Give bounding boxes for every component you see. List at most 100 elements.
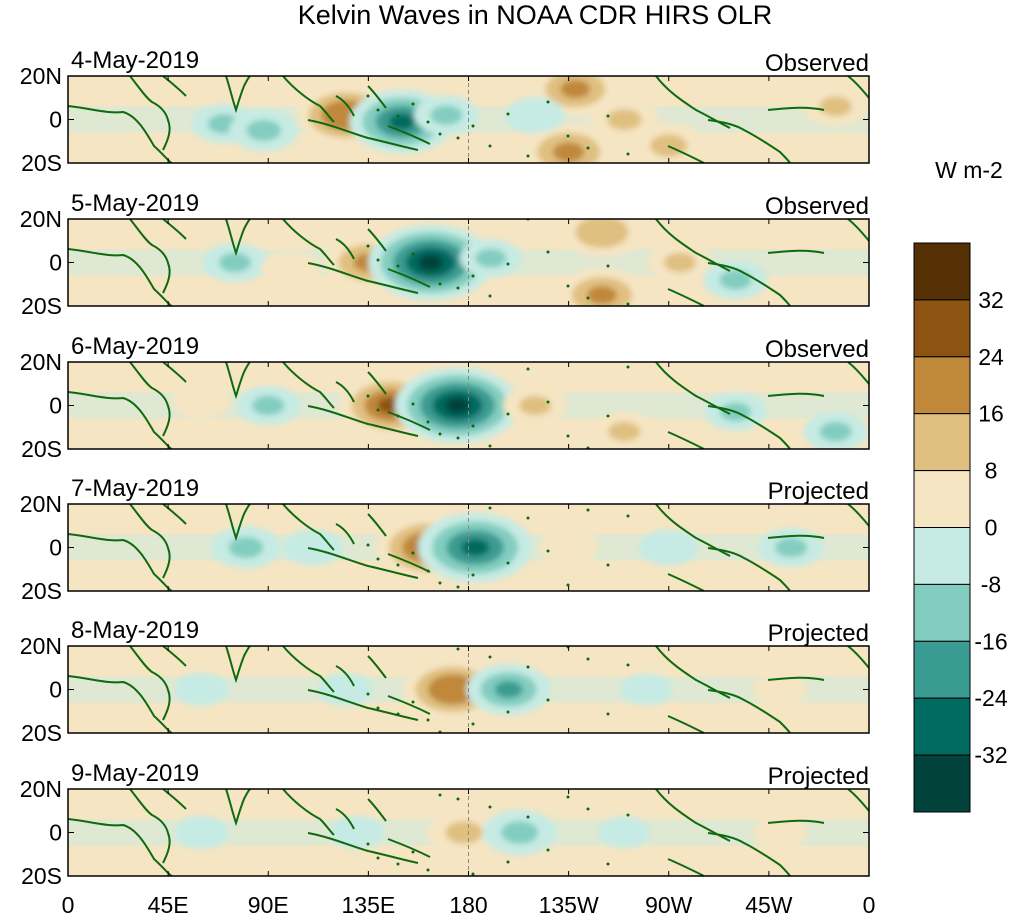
colorbar-tick-label: 24 [978, 344, 1004, 370]
colorbar-swatch [913, 356, 971, 415]
coastline-path [767, 106, 825, 111]
island-dot [366, 244, 370, 248]
coastline-path [282, 219, 335, 266]
olr-anomaly-contour [560, 79, 591, 99]
olr-anomaly-contour [430, 105, 463, 125]
island-dot [456, 436, 460, 440]
lat-label: 0 [49, 107, 62, 133]
olr-anomaly-contour [520, 106, 551, 125]
olr-anomaly-contour [218, 252, 251, 273]
coastlines [68, 504, 869, 591]
olr-field [68, 646, 869, 733]
island-dot [376, 856, 380, 860]
olr-anomaly-contour [519, 395, 552, 416]
olr-anomaly-contour [318, 673, 374, 706]
coastline-path [707, 832, 791, 876]
coastline-path [387, 268, 431, 288]
lon-label: 45E [148, 892, 189, 918]
panel-status: Observed [765, 336, 869, 363]
lon-label: 90W [645, 892, 693, 918]
olr-anomaly-contour [719, 270, 752, 290]
island-dot [546, 100, 550, 104]
island-dot [396, 114, 400, 118]
island-dot [586, 146, 590, 150]
island-dot [488, 506, 492, 510]
coastline-path [387, 125, 431, 145]
island-dot [546, 549, 550, 553]
island-dot [626, 152, 630, 156]
island-dot [626, 813, 630, 817]
lat-label: 20N [20, 349, 62, 375]
coastline-path [667, 288, 705, 306]
olr-anomaly-contour [174, 673, 229, 706]
island-dot [411, 252, 415, 256]
colorbar-unit: W m-2 [935, 157, 1003, 183]
anomaly-layer [211, 512, 824, 583]
anomaly-layer [191, 76, 868, 163]
island-dot [411, 700, 415, 704]
olr-anomaly-contour [297, 538, 328, 557]
island-dot [506, 412, 510, 416]
map-panel: 20N 0 20S 7-May-2019 Projected [20, 475, 870, 604]
coastline-path [282, 362, 335, 409]
colorbar-tick-label: -32 [974, 742, 1007, 768]
island-dot [506, 262, 510, 266]
coastline-path [307, 262, 419, 294]
island-dot [606, 712, 610, 716]
island-dot [471, 722, 475, 726]
olr-anomaly-contour [228, 536, 264, 559]
island-dot [586, 508, 590, 512]
island-dot [438, 432, 442, 436]
island-dot [438, 793, 442, 797]
coastline-path [225, 362, 251, 400]
colorbar: W m-2 32 24 16 8 0 -8 -16 -24 -32 [913, 157, 1008, 813]
coastline-path [767, 819, 825, 824]
coastlines [68, 646, 869, 733]
coastline-path [767, 392, 825, 397]
island-dot [426, 270, 430, 274]
coastline-path [162, 646, 187, 667]
olr-anomaly-contour [475, 248, 507, 268]
island-dot [506, 710, 510, 714]
coastline-path [225, 789, 251, 827]
coastline-path [129, 76, 171, 151]
olr-anomaly-contour [444, 397, 470, 414]
island-dot [438, 132, 442, 136]
island-dot [376, 258, 380, 262]
olr-anomaly-contour [252, 395, 285, 416]
coastline-path [707, 689, 791, 733]
olr-anomaly-contour [819, 96, 852, 117]
coastline-path [307, 689, 419, 721]
anomaly-layer [174, 809, 808, 856]
coastline-path [767, 676, 825, 681]
olr-anomaly-contour [752, 816, 808, 849]
coastline-path [707, 262, 791, 306]
lat-label: 20S [21, 720, 62, 746]
coastline-path [307, 547, 419, 579]
coastline-path [129, 504, 171, 579]
colorbar-tick-label: 8 [985, 458, 998, 484]
olr-anomaly-contour [775, 537, 808, 558]
island-dot [426, 718, 430, 722]
lat-label: 20S [21, 436, 62, 462]
island-dot [606, 563, 610, 567]
coastlines [68, 789, 869, 876]
olr-anomaly-contour [608, 421, 641, 442]
colorbar-swatch [913, 527, 971, 585]
island-dot [566, 795, 570, 799]
olr-anomaly-contour [246, 119, 282, 141]
island-dot [566, 134, 570, 138]
lon-label: 0 [863, 892, 876, 918]
coastline-path [847, 646, 869, 669]
island-dot [456, 585, 460, 589]
olr-field [68, 504, 869, 591]
lon-label: 0 [62, 892, 75, 918]
coastline-path [129, 219, 171, 294]
map-panel: 20N 0 20S 9-May-2019 Projected [20, 760, 870, 889]
coastline-path [367, 85, 387, 109]
coastline-path [282, 76, 335, 123]
island-dot [626, 514, 630, 518]
lat-label: 0 [49, 535, 62, 561]
island-dot [488, 655, 492, 659]
lat-label: 20S [21, 863, 62, 889]
